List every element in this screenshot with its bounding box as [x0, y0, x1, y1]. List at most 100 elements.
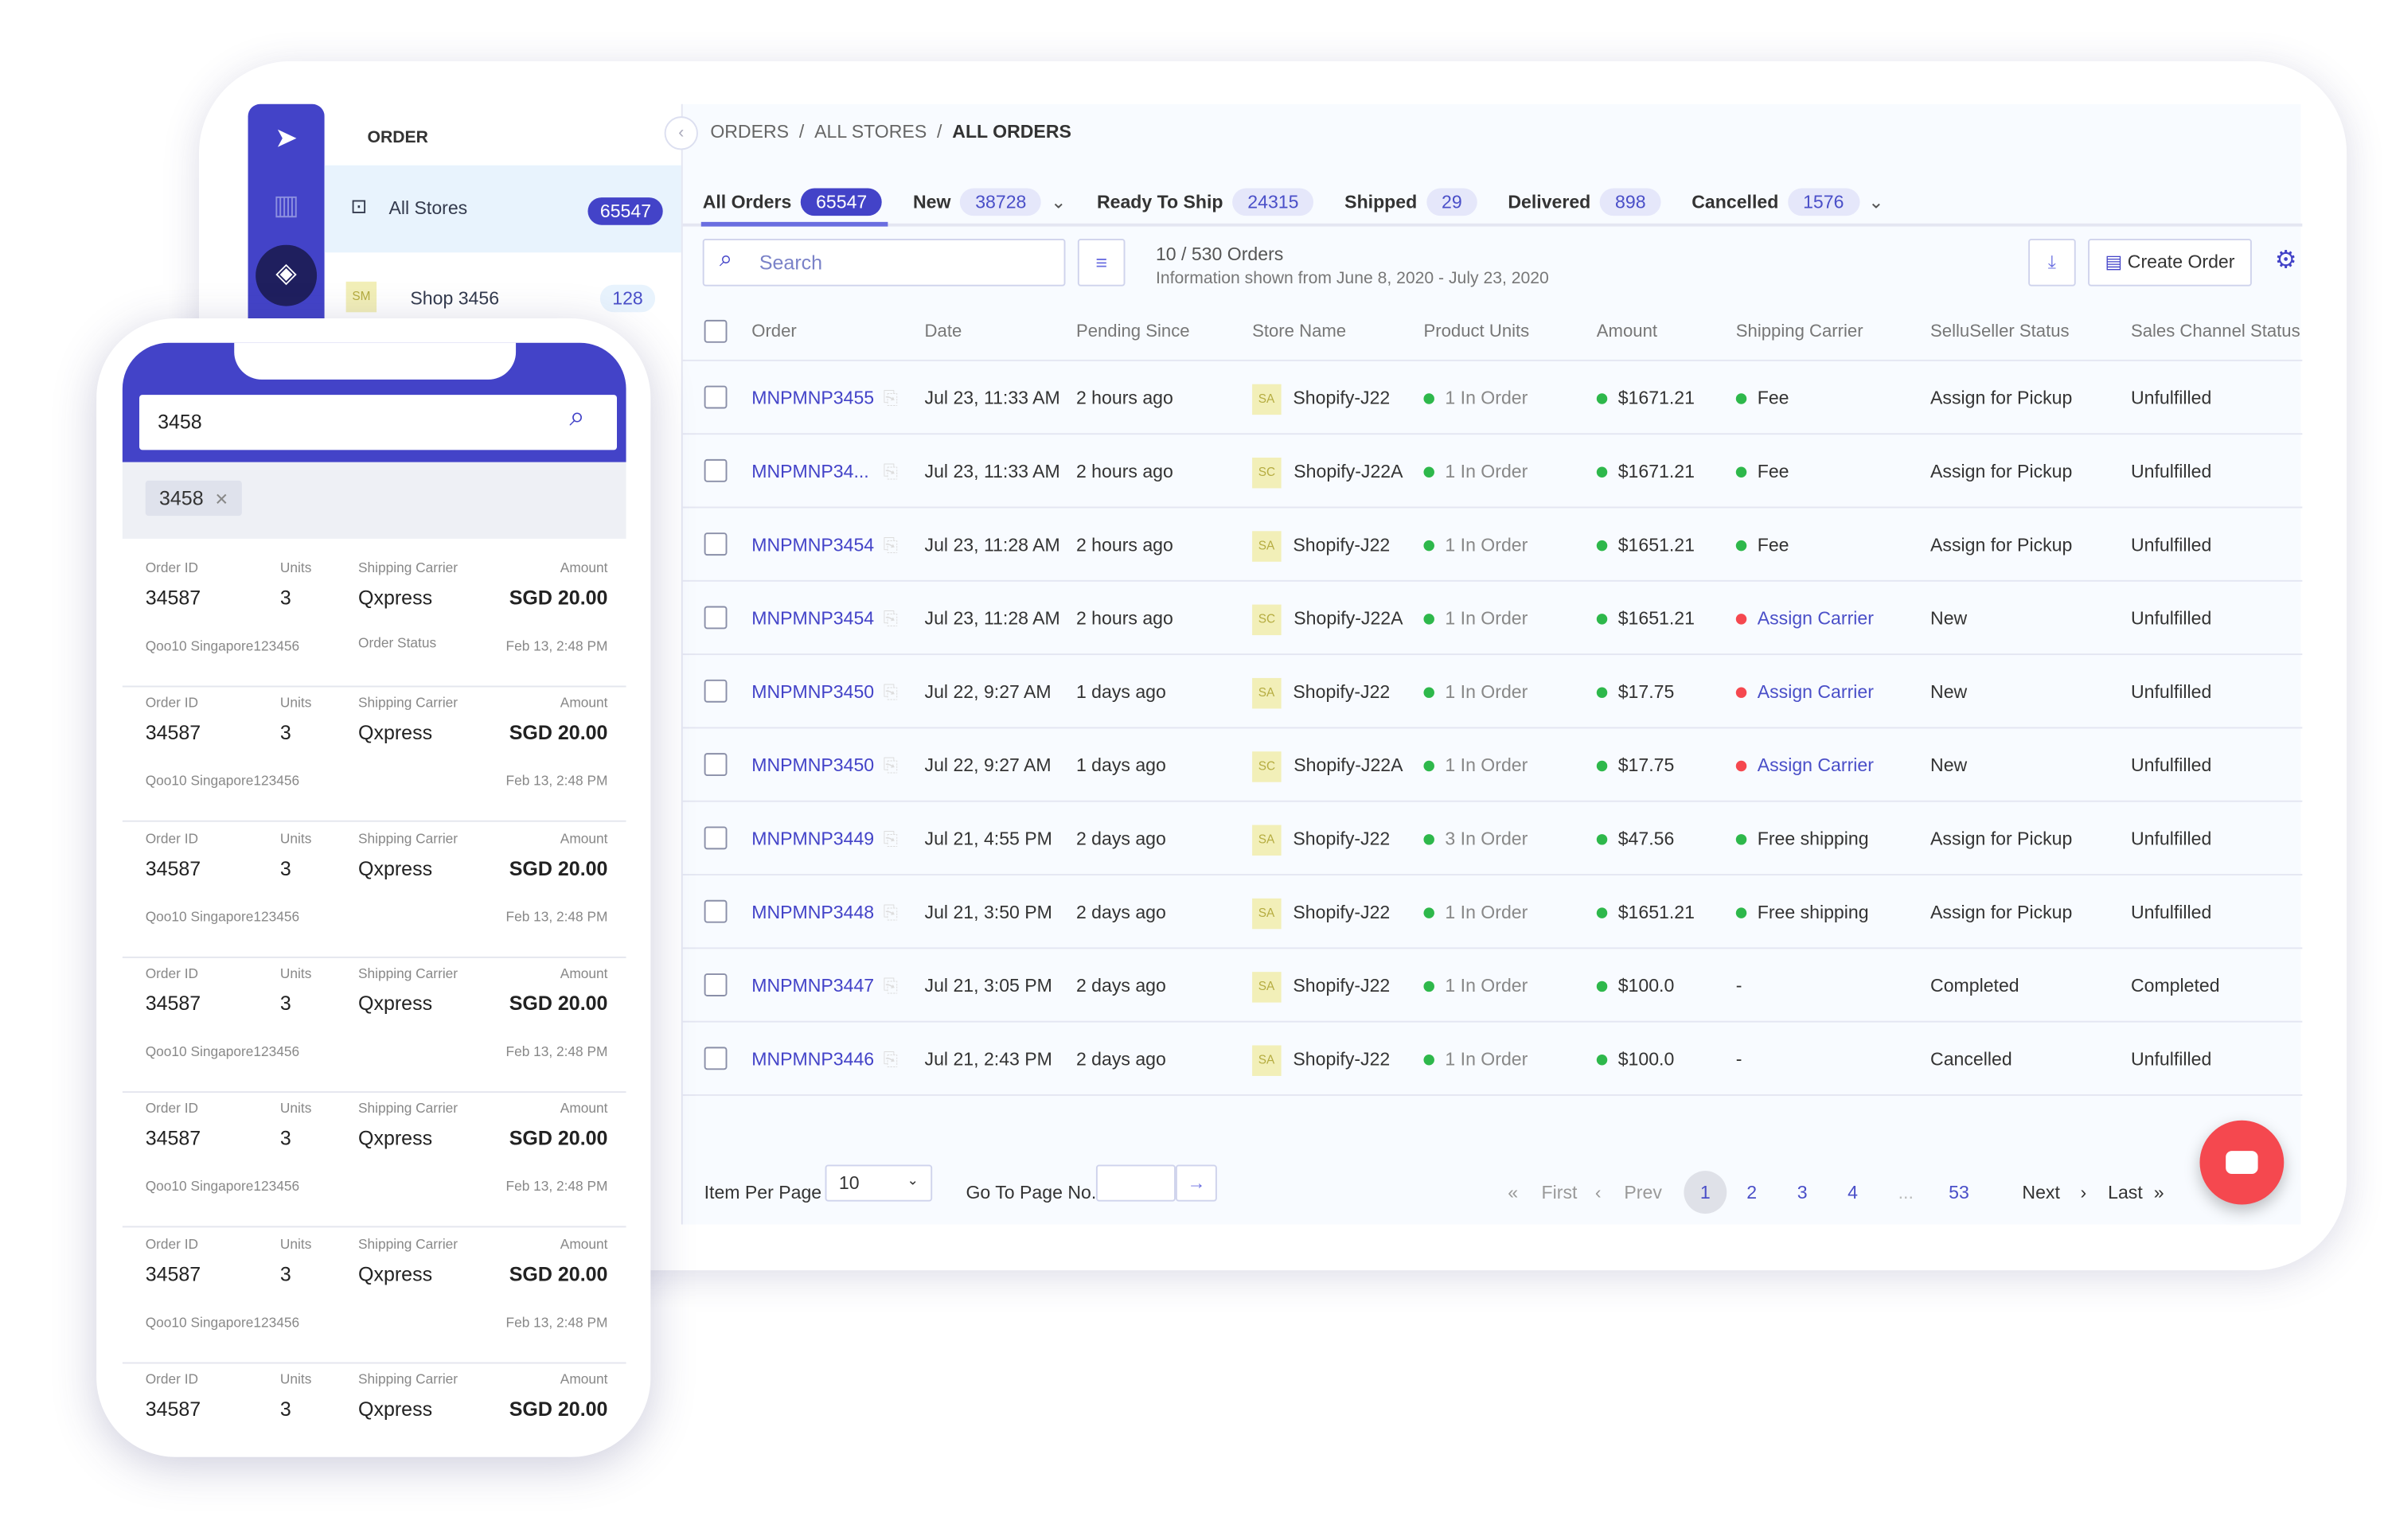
search-icon[interactable]: ⌕: [569, 400, 585, 432]
mobile-order-card[interactable]: Order ID Units Shipping Carrier Amount 34587…: [122, 1228, 626, 1363]
chevron-left-icon[interactable]: ‹: [1594, 1181, 1602, 1203]
column-header[interactable]: Store Name: [1252, 322, 1347, 341]
filter-button[interactable]: ≡: [1077, 239, 1126, 287]
chat-button[interactable]: [2199, 1120, 2285, 1205]
page-button-4[interactable]: 4: [1848, 1181, 1859, 1203]
column-header[interactable]: Product Units: [1423, 322, 1530, 341]
row-checkbox[interactable]: [704, 385, 728, 409]
chevron-right-icon[interactable]: ›: [2080, 1181, 2087, 1203]
column-header[interactable]: SelluSeller Status: [1930, 322, 2070, 341]
copy-icon[interactable]: ⎘: [883, 828, 899, 850]
mobile-search-input[interactable]: 3458: [139, 395, 618, 450]
next-page-button[interactable]: Next: [2022, 1181, 2060, 1203]
row-checkbox[interactable]: [704, 753, 728, 777]
copy-icon[interactable]: ⎘: [883, 534, 899, 556]
row-checkbox[interactable]: [704, 899, 728, 923]
table-row[interactable]: MNPMNP3448 ⎘ Jul 21, 3:50 PM 2 days ago SA Sh…: [682, 875, 2303, 949]
order-id-link[interactable]: MNPMNP3454: [751, 607, 875, 630]
table-row[interactable]: MNPMNP3455 ⎘ Jul 23, 11:33 AM 2 hours ago SA…: [682, 361, 2303, 435]
column-header[interactable]: Amount: [1596, 322, 1658, 341]
collapse-sidebar-button[interactable]: ‹: [664, 116, 698, 150]
shipping-carrier[interactable]: Assign Carrier: [1735, 728, 1874, 801]
tab-ready-to-ship[interactable]: Ready To Ship 24315: [1097, 188, 1314, 216]
mobile-order-card[interactable]: Order ID Units Shipping Carrier Amount 34587…: [122, 552, 626, 688]
column-header[interactable]: Order: [751, 322, 797, 341]
table-row[interactable]: MNPMNP3454 ⎘ Jul 23, 11:28 AM 2 hours ago SA…: [682, 508, 2303, 582]
tab-all-orders[interactable]: All Orders 65547: [703, 188, 883, 216]
page-button-1[interactable]: 1: [1684, 1171, 1727, 1214]
goto-page-button[interactable]: →: [1175, 1164, 1217, 1202]
copy-icon[interactable]: ⎘: [883, 387, 899, 409]
table-row[interactable]: MNPMNP3446 ⎘ Jul 21, 2:43 PM 2 days ago SA Sh…: [682, 1023, 2303, 1096]
search-input[interactable]: Search: [702, 239, 1066, 287]
order-id-link[interactable]: MNPMNP3450: [751, 680, 875, 703]
order-id-link[interactable]: MNPMNP3455: [751, 387, 875, 409]
copy-icon[interactable]: ⎘: [883, 607, 899, 630]
order-id-link[interactable]: MNPMNP3447: [751, 975, 875, 996]
table-row[interactable]: MNPMNP34... ⎘ Jul 23, 11:33 AM 2 hours ago S…: [682, 435, 2303, 509]
table-row[interactable]: MNPMNP3449 ⎘ Jul 21, 4:55 PM 2 days ago SA Sh…: [682, 802, 2303, 876]
mobile-order-card[interactable]: Order ID Units Shipping Carrier Amount 34587…: [122, 958, 626, 1093]
goto-page-input[interactable]: [1095, 1164, 1176, 1202]
row-checkbox[interactable]: [704, 532, 728, 556]
create-order-button[interactable]: ▤ Create Order: [2088, 239, 2252, 287]
select-all-checkbox[interactable]: [704, 319, 728, 343]
table-row[interactable]: MNPMNP3454 ⎘ Jul 23, 11:28 AM 2 hours ago SC…: [682, 582, 2303, 656]
order-id-link[interactable]: MNPMNP3448: [751, 901, 875, 923]
row-checkbox[interactable]: [704, 458, 728, 482]
mobile-order-card[interactable]: Order ID Units Shipping Carrier Amount 34587…: [122, 823, 626, 958]
tab-cancelled[interactable]: Cancelled 1576 ⌄: [1692, 188, 1884, 216]
prev-page-button[interactable]: Prev: [1624, 1181, 1662, 1203]
table-row[interactable]: MNPMNP3450 ⎘ Jul 22, 9:27 AM 1 days ago SA Sh…: [682, 655, 2303, 729]
sidebar-item-shop-3456[interactable]: SM Shop 3456 128: [325, 272, 681, 333]
table-row[interactable]: MNPMNP3447 ⎘ Jul 21, 3:05 PM 2 days ago SA Sh…: [682, 949, 2303, 1023]
breadcrumb-all-stores[interactable]: ALL STORES: [814, 120, 927, 142]
settings-gear-icon[interactable]: ⚙: [2274, 248, 2297, 275]
copy-icon[interactable]: ⎘: [883, 754, 899, 777]
page-button-53[interactable]: 53: [1949, 1181, 1969, 1203]
sidebar-item-all-stores[interactable]: ⊡ All Stores 65547: [324, 165, 681, 253]
order-id-link[interactable]: MNPMNP34...: [751, 460, 869, 482]
order-id-link[interactable]: MNPMNP3449: [751, 828, 875, 850]
logo-icon[interactable]: ➤: [275, 122, 298, 154]
page-button-2[interactable]: 2: [1746, 1181, 1758, 1203]
row-checkbox[interactable]: [704, 973, 728, 996]
column-header[interactable]: Sales Channel Status: [2130, 322, 2300, 341]
table-row[interactable]: MNPMNP3450 ⎘ Jul 22, 9:27 AM 1 days ago SC Sh…: [682, 728, 2303, 802]
download-button[interactable]: ⤓: [2028, 239, 2076, 287]
copy-icon[interactable]: ⎘: [883, 1048, 899, 1070]
row-checkbox[interactable]: [704, 606, 728, 630]
shipping-carrier[interactable]: Assign Carrier: [1735, 582, 1874, 655]
tab-new[interactable]: New 38728 ⌄: [913, 188, 1067, 216]
row-checkbox[interactable]: [704, 679, 728, 703]
mobile-order-card[interactable]: Order ID Units Shipping Carrier Amount 34587…: [122, 1093, 626, 1228]
row-checkbox[interactable]: [704, 826, 728, 850]
breadcrumb-orders[interactable]: ORDERS: [710, 120, 790, 142]
column-header[interactable]: Date: [924, 322, 962, 341]
tab-shipped[interactable]: Shipped 29: [1344, 188, 1477, 216]
close-icon[interactable]: ✕: [214, 491, 229, 510]
copy-icon[interactable]: ⎘: [883, 901, 899, 923]
order-id-link[interactable]: MNPMNP3446: [751, 1048, 875, 1070]
copy-icon[interactable]: ⎘: [883, 680, 899, 703]
nav-item-orders[interactable]: [256, 244, 318, 306]
tab-delivered[interactable]: Delivered 898: [1508, 188, 1661, 216]
layout-icon[interactable]: ▥: [273, 189, 299, 220]
column-header[interactable]: Pending Since: [1075, 322, 1190, 341]
double-chevron-right-icon[interactable]: »: [2153, 1181, 2164, 1203]
pagination-ellipsis[interactable]: ...: [1898, 1181, 1914, 1203]
mobile-order-card[interactable]: Order ID Units Shipping Carrier Amount 34587…: [123, 1363, 626, 1457]
double-chevron-left-icon[interactable]: «: [1508, 1181, 1519, 1203]
chevron-down-icon[interactable]: ⌄: [1868, 191, 1884, 213]
row-checkbox[interactable]: [704, 1047, 728, 1070]
copy-icon[interactable]: ⎘: [883, 460, 899, 482]
shipping-carrier[interactable]: Assign Carrier: [1735, 655, 1874, 728]
chevron-down-icon[interactable]: ⌄: [1051, 191, 1067, 213]
last-page-button[interactable]: Last: [2108, 1181, 2143, 1203]
first-page-button[interactable]: First: [1541, 1181, 1578, 1203]
mobile-order-card[interactable]: Order ID Units Shipping Carrier Amount 34587…: [122, 688, 626, 823]
order-id-link[interactable]: MNPMNP3450: [751, 754, 875, 777]
copy-icon[interactable]: ⎘: [883, 975, 899, 996]
column-header[interactable]: Shipping Carrier: [1735, 322, 1863, 341]
page-button-3[interactable]: 3: [1797, 1181, 1808, 1203]
